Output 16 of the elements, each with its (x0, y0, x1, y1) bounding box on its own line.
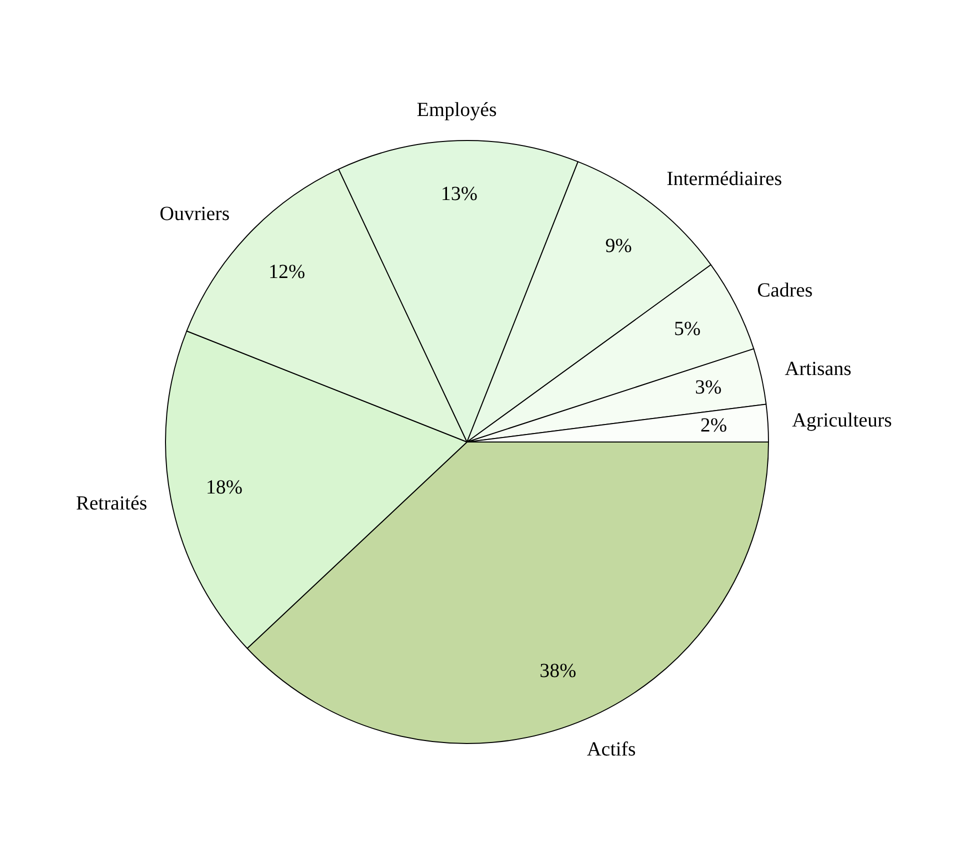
data-label: 18% (206, 476, 242, 499)
slice-label: Employés (416, 98, 497, 121)
slice-label: Actifs (586, 738, 636, 761)
slice-label: Artisans (784, 358, 852, 380)
slice-label: Agriculteurs (792, 409, 892, 432)
slice-label: Ouvriers (160, 203, 230, 226)
data-label: 13% (440, 183, 478, 206)
data-label: 12% (268, 261, 306, 284)
slice-label: Retraités (76, 492, 148, 514)
slice-label: Cadres (757, 280, 813, 302)
data-label: 2% (700, 414, 728, 437)
data-label: 5% (674, 318, 701, 340)
data-label: 38% (540, 660, 576, 682)
slice-label: Intermédiaires (666, 168, 782, 190)
data-label: 3% (694, 376, 722, 398)
data-label: 9% (605, 234, 632, 257)
